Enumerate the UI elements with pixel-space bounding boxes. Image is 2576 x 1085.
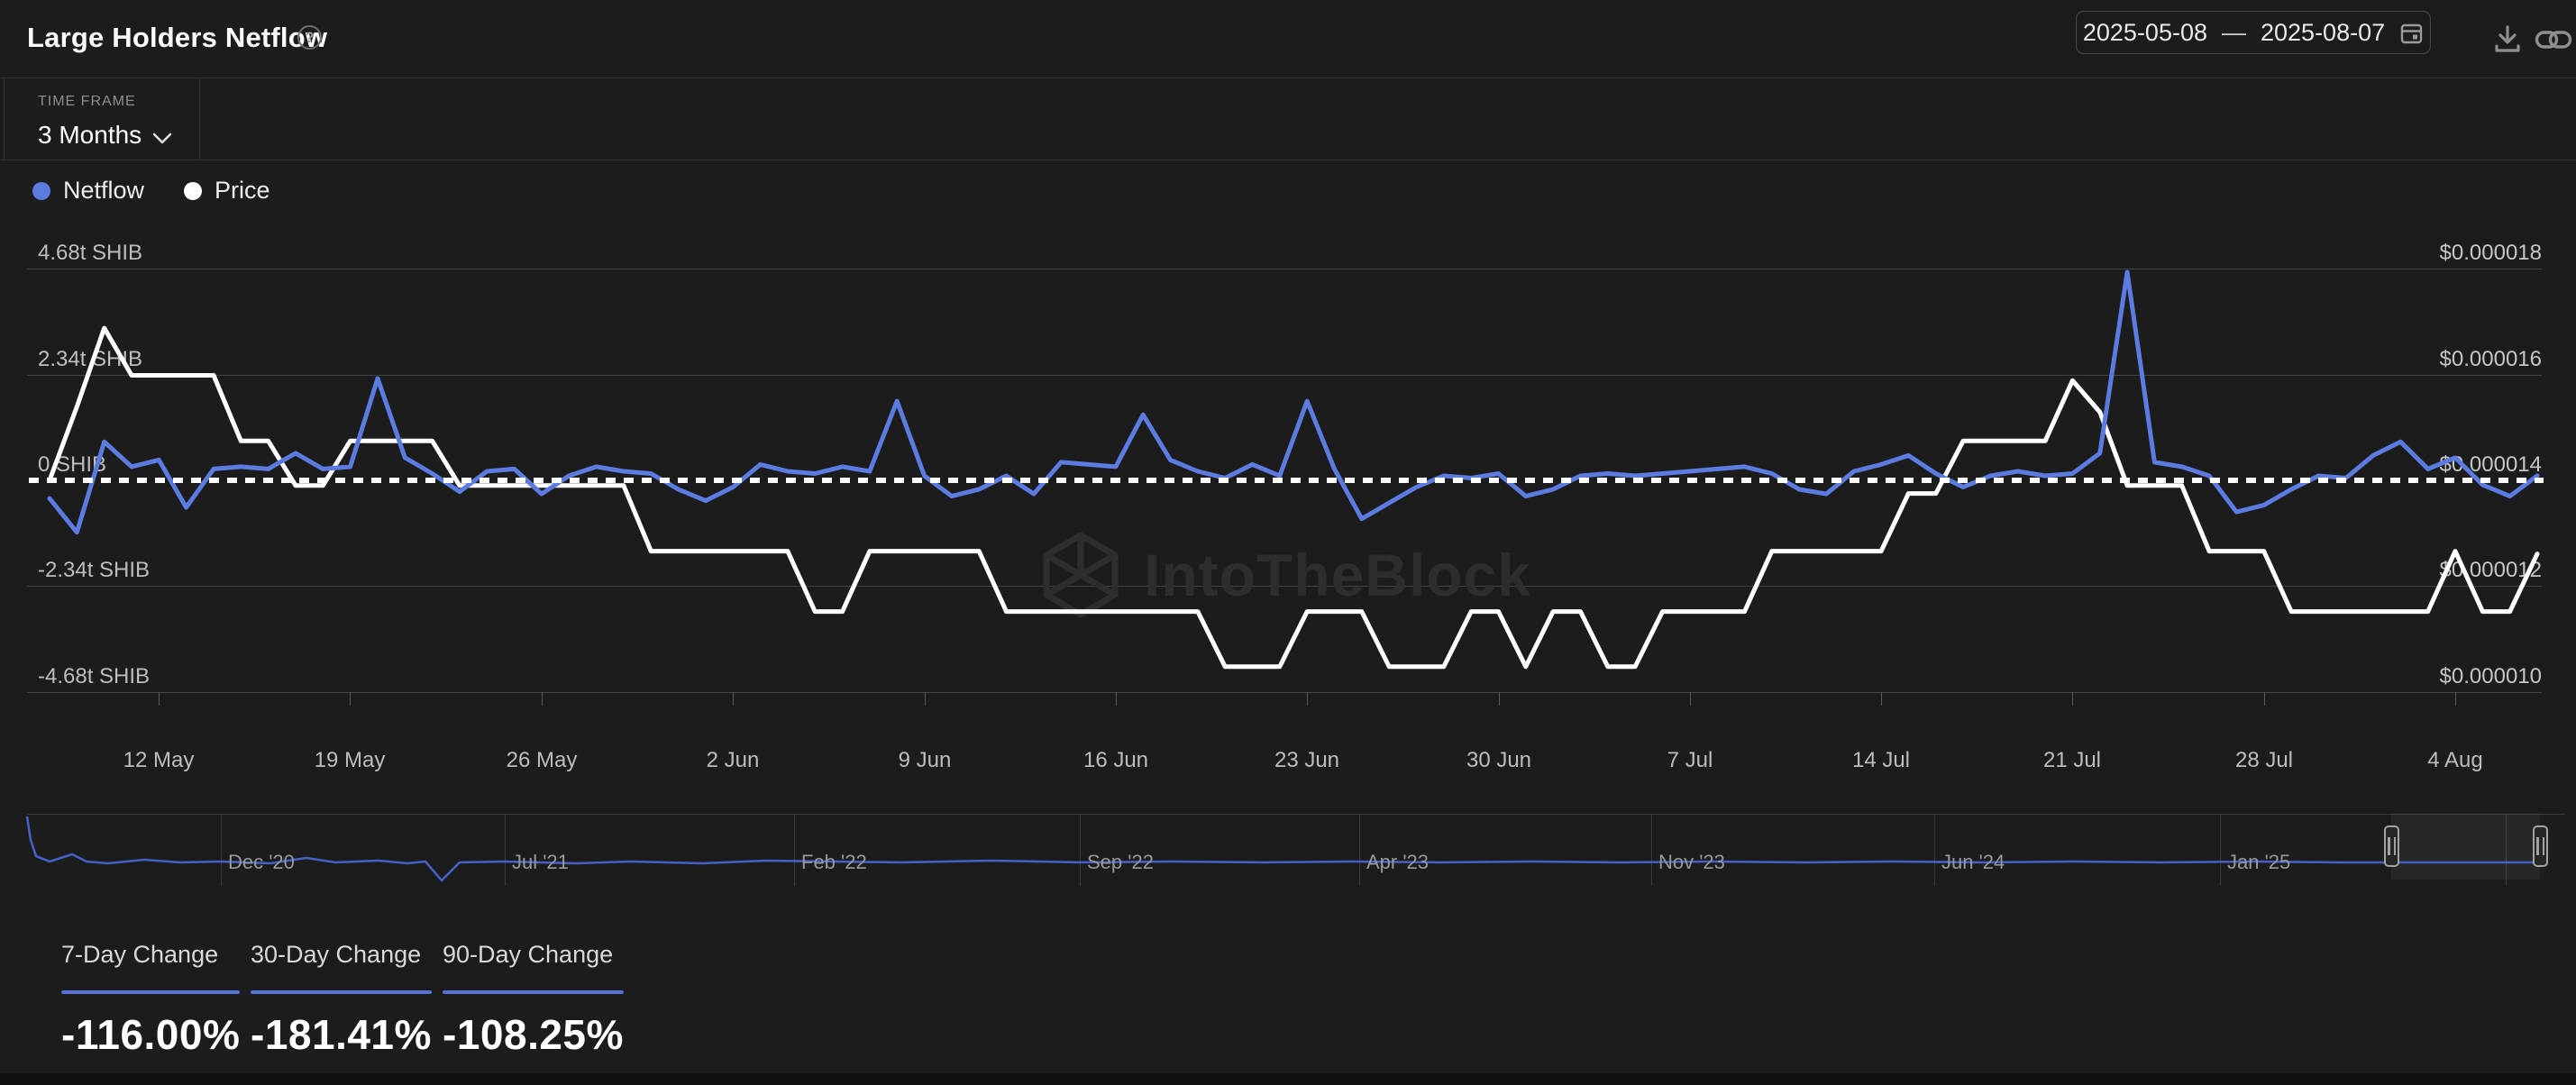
nav-gridline-4: [1359, 814, 1360, 886]
timeframe-divider: [199, 78, 200, 160]
stat-7-day-value: -116.00%: [61, 1011, 241, 1058]
y-left-tick-0: 4.68t SHIB: [38, 241, 143, 265]
netflow-legend-dot: [32, 181, 50, 200]
bottom-edge-strip: [0, 1073, 2576, 1085]
x-tickmark-7: [1499, 692, 1500, 706]
nav-gridline-0: [221, 814, 222, 886]
calendar-icon: [2399, 21, 2424, 45]
date-range-start: 2025-05-08: [2082, 18, 2207, 46]
legend-item-price[interactable]: Price: [184, 177, 270, 205]
x-tickmark-10: [2072, 692, 2073, 706]
y-left-tick-4: -4.68t SHIB: [38, 664, 151, 688]
gridline-3: [27, 586, 2542, 587]
stat-90-day-change: 90-Day Change -108.25%: [443, 941, 624, 1059]
x-tickmark-6: [1307, 692, 1308, 706]
help-glyph: ?: [305, 28, 315, 46]
x-label-9: 14 Jul: [1851, 748, 1911, 772]
nav-label-2: Feb '22: [801, 851, 867, 873]
page-title: Large Holders Netflow: [27, 22, 328, 53]
x-tickmark-11: [2264, 692, 2265, 706]
price-legend-label: Price: [215, 177, 270, 204]
x-tickmark-8: [1690, 692, 1691, 706]
navigator-sparkline[interactable]: [0, 0, 2576, 901]
nav-gridline-3: [1080, 814, 1081, 886]
x-label-4: 9 Jun: [898, 748, 952, 772]
stat-7-day-underline: [61, 990, 241, 994]
x-tickmark-2: [542, 692, 543, 706]
netflow-line-series: [47, 269, 2540, 535]
timeframe-value: 3 Months: [38, 121, 142, 149]
stat-7-day-label: 7-Day Change: [61, 941, 219, 968]
stat-30-day-underline: [251, 990, 432, 994]
x-tickmark-0: [159, 692, 160, 706]
nav-gridline-6: [1934, 814, 1935, 886]
y-left-tick-3: -2.34t SHIB: [38, 558, 151, 582]
x-label-2: 26 May: [506, 748, 578, 772]
y-right-tick-0: $0.000018: [2439, 241, 2542, 265]
stat-30-day-value: -181.41%: [251, 1011, 432, 1058]
stat-7-day-change: 7-Day Change -116.00%: [61, 941, 241, 1059]
date-range-separator: —: [2222, 18, 2246, 46]
nav-gridline-1: [505, 814, 506, 886]
gridline-4: [27, 692, 2542, 693]
stat-90-day-value: -108.25%: [443, 1011, 624, 1058]
timeframe-left-border: [4, 78, 5, 160]
stat-30-day-change: 30-Day Change -181.41%: [251, 941, 432, 1059]
nav-label-4: Apr '23: [1366, 851, 1430, 873]
nav-label-5: Nov '23: [1658, 851, 1725, 873]
x-label-1: 19 May: [314, 748, 386, 772]
x-tickmark-9: [1881, 692, 1882, 706]
x-label-11: 28 Jul: [2234, 748, 2294, 772]
nav-label-6: Jun '24: [1941, 851, 2005, 873]
nav-label-0: Dec '20: [228, 851, 295, 873]
price-legend-dot: [184, 181, 203, 200]
y-right-tick-4: $0.000010: [2439, 664, 2542, 688]
nav-label-7: Jan '25: [2227, 851, 2291, 873]
nav-label-3: Sep '22: [1087, 851, 1154, 873]
nav-gridline-5: [1651, 814, 1652, 886]
x-tickmark-3: [733, 692, 734, 706]
chart-legend: Netflow Price: [32, 177, 270, 205]
navigator-sparkline-series: [25, 816, 2540, 882]
navigator-top-border: [27, 814, 2564, 815]
chevron-down-icon: [152, 127, 172, 144]
nav-gridline-8: [2506, 814, 2507, 886]
netflow-price-chart: [29, 269, 2544, 670]
x-tickmark-4: [925, 692, 926, 706]
nav-label-1: Jul '21: [512, 851, 569, 873]
gridline-2: [27, 375, 2542, 376]
navigator-left-handle[interactable]: [2384, 825, 2399, 867]
navigator-right-handle[interactable]: [2533, 825, 2548, 867]
share-link-icon[interactable]: [2535, 27, 2572, 52]
timeframe-label: TIME FRAME: [38, 94, 136, 109]
stat-30-day-label: 30-Day Change: [251, 941, 422, 968]
y-right-tick-1: $0.000016: [2439, 347, 2542, 371]
x-label-3: 2 Jun: [706, 748, 760, 772]
date-range-end: 2025-08-07: [2261, 18, 2386, 46]
date-range-picker[interactable]: 2025-05-08 — 2025-08-07: [2076, 11, 2431, 54]
netflow-legend-label: Netflow: [63, 177, 145, 204]
x-label-0: 12 May: [123, 748, 195, 772]
legend-item-netflow[interactable]: Netflow: [32, 177, 144, 205]
x-label-12: 4 Aug: [2427, 748, 2483, 772]
x-label-6: 23 Jun: [1274, 748, 1340, 772]
download-icon[interactable]: [2490, 22, 2525, 56]
x-tickmark-1: [350, 692, 351, 706]
timeframe-dropdown[interactable]: 3 Months: [38, 121, 172, 150]
nav-gridline-7: [2220, 814, 2221, 886]
x-label-8: 7 Jul: [1667, 748, 1713, 772]
x-tickmark-5: [1116, 692, 1117, 706]
x-label-7: 30 Jun: [1466, 748, 1532, 772]
help-icon[interactable]: ?: [297, 25, 322, 50]
x-label-10: 21 Jul: [2042, 748, 2102, 772]
x-label-5: 16 Jun: [1082, 748, 1149, 772]
navigator-selection-window[interactable]: [2391, 814, 2540, 880]
stat-90-day-label: 90-Day Change: [443, 941, 614, 968]
x-tickmark-12: [2455, 692, 2456, 706]
nav-gridline-2: [794, 814, 795, 886]
stat-90-day-underline: [443, 990, 624, 994]
